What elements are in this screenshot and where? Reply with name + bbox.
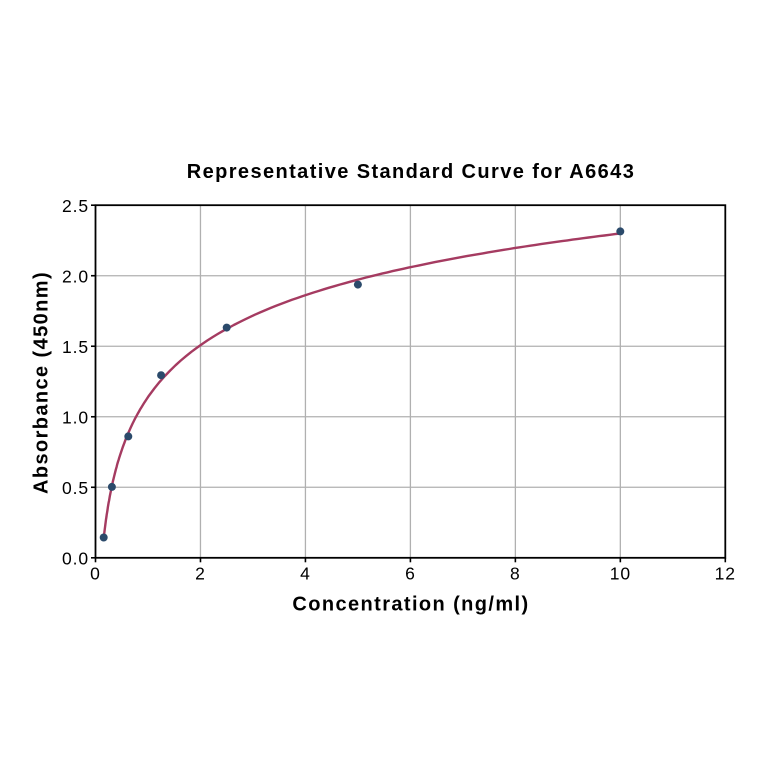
svg-text:2.5: 2.5 xyxy=(62,196,89,216)
svg-text:0.0: 0.0 xyxy=(62,549,89,569)
svg-text:0: 0 xyxy=(90,564,101,584)
svg-text:Concentration (ng/ml): Concentration (ng/ml) xyxy=(292,594,529,616)
svg-text:0.5: 0.5 xyxy=(62,478,89,498)
svg-text:2.0: 2.0 xyxy=(62,267,89,287)
svg-text:Absorbance (450nm): Absorbance (450nm) xyxy=(31,271,53,494)
svg-text:6: 6 xyxy=(405,564,416,584)
svg-text:10: 10 xyxy=(610,564,631,584)
svg-text:2: 2 xyxy=(195,564,206,584)
svg-text:8: 8 xyxy=(510,564,521,584)
svg-text:12: 12 xyxy=(715,564,736,584)
svg-text:4: 4 xyxy=(300,564,311,584)
svg-text:Representative Standard Curve: Representative Standard Curve for A6643 xyxy=(187,161,635,183)
svg-text:1.0: 1.0 xyxy=(62,408,89,428)
svg-text:1.5: 1.5 xyxy=(62,337,89,357)
